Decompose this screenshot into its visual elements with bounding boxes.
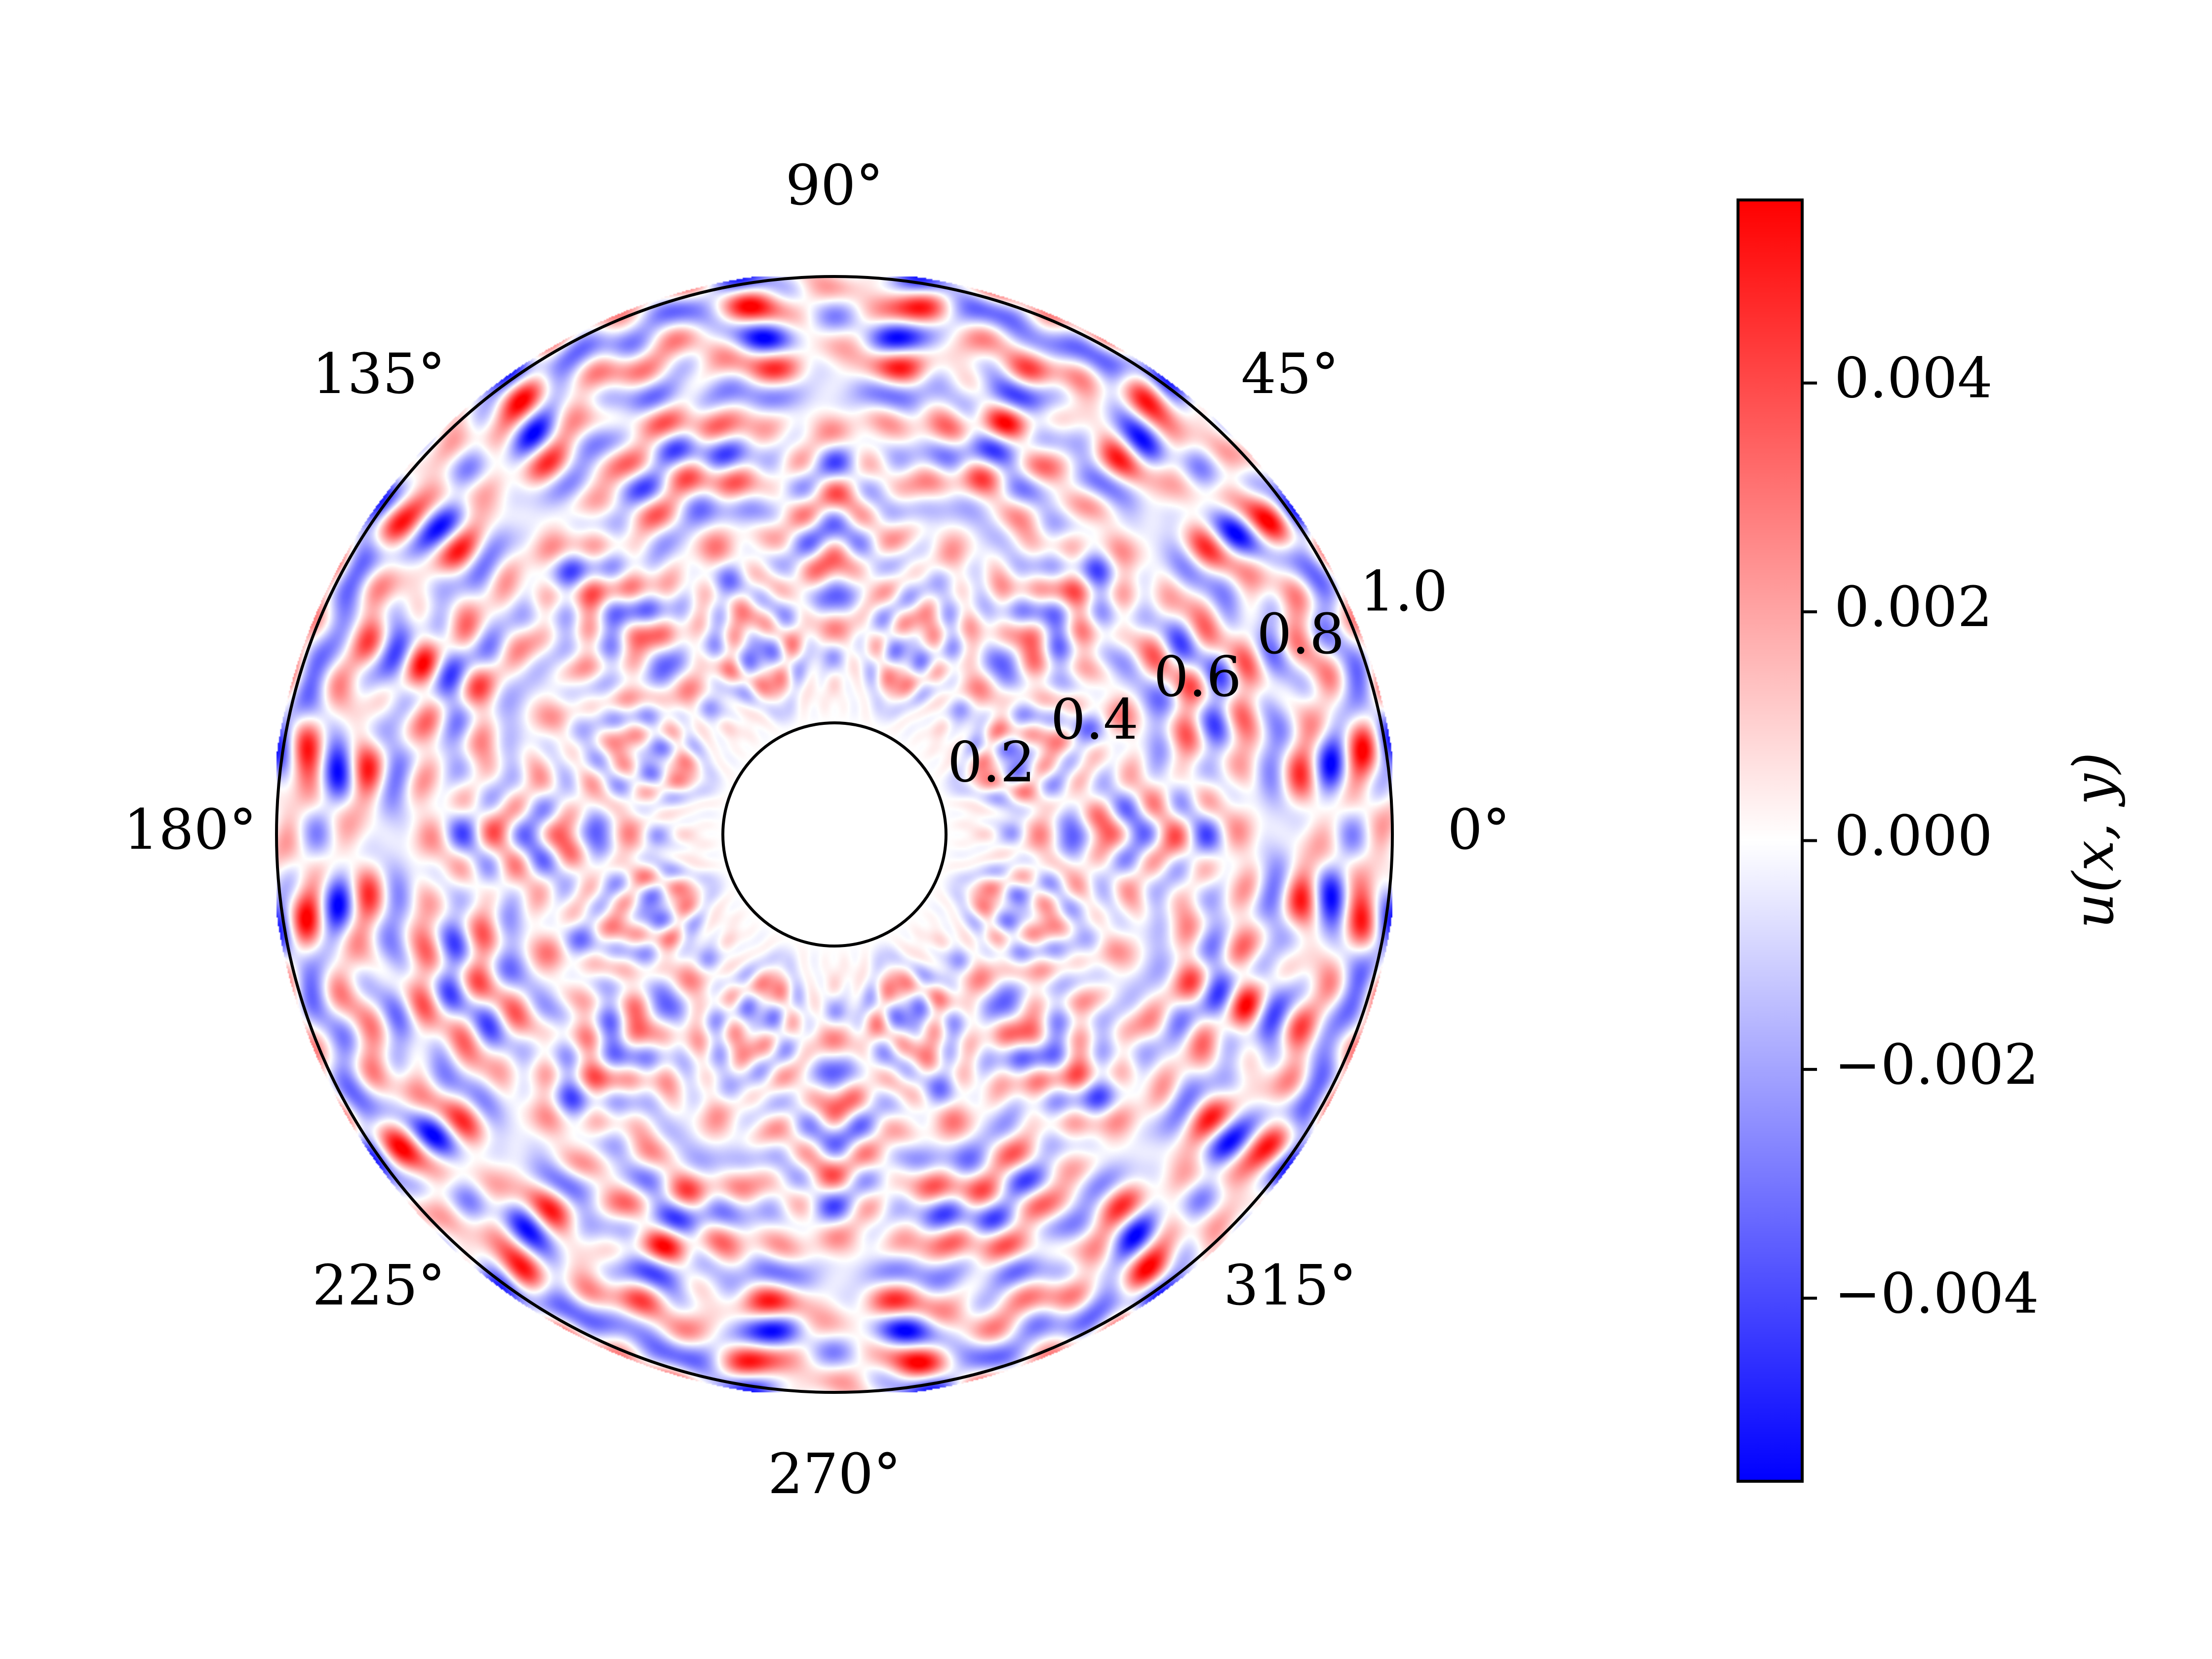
outer-boundary <box>275 275 1394 1394</box>
angular-tick-90: 90° <box>786 154 884 218</box>
angular-tick-45: 45° <box>1241 342 1340 406</box>
colorbar-tick-label: 0.002 <box>1834 575 1993 639</box>
angular-tick-180: 180° <box>123 798 257 862</box>
angular-tick-135: 135° <box>312 342 445 406</box>
radial-tick-0.2: 0.2 <box>948 731 1035 795</box>
radial-tick-0.6: 0.6 <box>1153 645 1241 710</box>
colorbar-tick-label: 0.000 <box>1834 804 1993 869</box>
angular-tick-315: 315° <box>1224 1254 1357 1318</box>
polar-plot: 0° 45° 90° 135° 180° 225° 270° 315° 0.20.40.60.… <box>123 154 1510 1506</box>
radial-tick-labels: 0.20.40.60.81.0 <box>948 560 1448 795</box>
colorbar-tick-label: −0.004 <box>1834 1262 2039 1326</box>
colorbar-gradient <box>1737 198 1804 1483</box>
colorbar-label: u(x, y) <box>2062 752 2126 928</box>
inner-boundary <box>721 721 948 948</box>
angular-tick-labels: 0° 45° 90° 135° 180° 225° 270° 315° <box>123 154 1510 1506</box>
angular-tick-270: 270° <box>768 1442 901 1506</box>
angular-tick-0: 0° <box>1447 798 1510 862</box>
colorbar-tick-label: 0.004 <box>1834 347 1993 411</box>
angular-tick-225: 225° <box>312 1254 445 1318</box>
colorbar-tick-label: −0.002 <box>1834 1033 2039 1097</box>
colorbar-ticks: 0.004 0.002 0.000 −0.002 −0.004 <box>1802 347 2039 1326</box>
colorbar: 0.004 0.002 0.000 −0.002 −0.004 u(x, y) <box>1737 198 2126 1483</box>
radial-tick-1: 1.0 <box>1360 560 1448 624</box>
radial-tick-0.8: 0.8 <box>1257 602 1344 667</box>
radial-tick-0.4: 0.4 <box>1051 688 1139 752</box>
